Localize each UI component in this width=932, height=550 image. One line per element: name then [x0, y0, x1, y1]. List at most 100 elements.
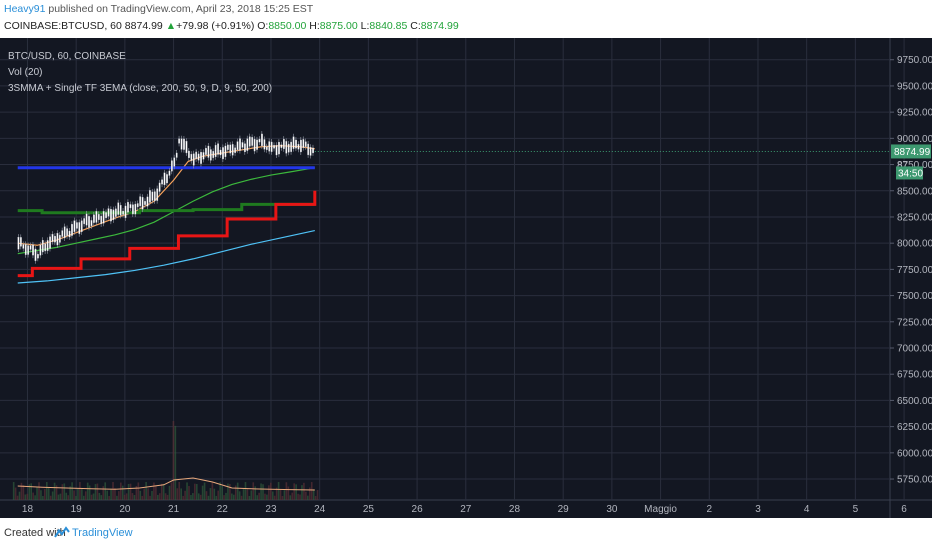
candle-body [114, 208, 117, 217]
candle-body [300, 139, 302, 153]
candle-body [93, 214, 95, 223]
volume-bar [123, 494, 126, 500]
volume-bar [219, 482, 221, 500]
candle-body [248, 136, 251, 147]
candle-body [110, 209, 112, 222]
x-tick-label: 28 [509, 504, 521, 515]
candle-body [258, 138, 261, 143]
candle-body [63, 226, 66, 239]
volume-bar [155, 485, 157, 500]
volume-bar [32, 492, 34, 500]
candle-body [95, 211, 98, 223]
volume-bar [295, 484, 297, 500]
volume-bar [20, 482, 23, 500]
footer: Created with TradingView [0, 518, 932, 550]
y-tick-label: 9000.00 [897, 134, 932, 145]
volume-bar [168, 485, 171, 500]
volume-bar [92, 493, 95, 500]
candle-body [222, 147, 224, 160]
time-axis[interactable]: 18 19 20 21 22 23 24 25 26 27 28 29 30 Maggio 2 3 4 5 6 [22, 504, 907, 515]
volume-bar [166, 494, 169, 500]
volume-bar [279, 489, 282, 500]
chart-area[interactable]: 9750.00 9500.00 9250.00 9000.00 8750.00 8500.… [0, 38, 932, 518]
volume-bar [310, 482, 313, 500]
volume-bar [314, 495, 317, 500]
y-tick-label: 7750.00 [897, 265, 932, 276]
candle-body [229, 144, 232, 154]
candle-body [304, 141, 307, 147]
candle-body [124, 205, 127, 218]
candle-body [302, 139, 305, 148]
volume-bar [131, 493, 134, 500]
volume-bar [201, 485, 204, 500]
y-tick-label: 6750.00 [897, 370, 932, 381]
volume-bar [262, 484, 264, 500]
volume-bar [291, 492, 294, 500]
tradingview-logo-icon[interactable] [54, 526, 70, 545]
volume-bar [293, 483, 295, 500]
volume-bar [16, 495, 19, 500]
candle-body [256, 139, 258, 150]
candle-body [66, 228, 68, 237]
volume-bar [287, 486, 290, 500]
volume-bar [65, 492, 68, 500]
legend-volume: Vol (20) [8, 67, 42, 78]
volume-bar [213, 488, 216, 500]
symbol-label: COINBASE:BTCUSD, 60 [4, 20, 122, 32]
x-tick-label: 5 [853, 504, 859, 515]
candle-body [309, 147, 312, 156]
candle-body [205, 148, 207, 155]
x-tick-label: Maggio [644, 504, 677, 515]
volume-bar [141, 495, 144, 500]
candle-body [219, 149, 222, 156]
legend-symbol: BTC/USD, 60, COINBASE [8, 51, 126, 62]
candle-body [163, 172, 166, 186]
volume-bar [151, 490, 153, 500]
candle-body [153, 191, 156, 202]
candle-body [122, 210, 124, 215]
volume-pane [12, 420, 319, 500]
volume-bar [118, 491, 120, 500]
candle-body [312, 147, 314, 154]
tradingview-brand[interactable]: TradingView [72, 527, 133, 539]
candle-body [80, 220, 83, 233]
volume-bar [149, 495, 151, 500]
candle-body [151, 191, 154, 201]
volume-bar [186, 482, 188, 500]
author-link[interactable]: Heavy91 [4, 3, 46, 15]
volume-bar [297, 493, 299, 500]
candle-body [278, 141, 280, 155]
publish-info: Heavy91 published on TradingView.com, Ap… [4, 2, 313, 16]
volume-bar [44, 489, 46, 500]
volume-bar [125, 493, 128, 500]
volume-bar [188, 486, 190, 500]
price-chart[interactable]: 9750.00 9500.00 9250.00 9000.00 8750.00 8500.… [0, 38, 932, 518]
y-tick-label: 8000.00 [897, 239, 932, 250]
volume-bar [270, 482, 272, 500]
candle-body [22, 244, 25, 249]
candle-body [209, 149, 212, 161]
candle-body [68, 230, 71, 238]
change-arrow-icon: ▲ [165, 20, 177, 32]
candle-body [261, 133, 263, 147]
chart-header: Heavy91 published on TradingView.com, Ap… [0, 0, 932, 38]
open-value: 8850.00 [268, 20, 307, 32]
last-price-tag [891, 144, 931, 159]
volume-bar [271, 491, 274, 500]
volume-bar [248, 495, 251, 500]
volume-bar [45, 482, 48, 500]
y-tick-label: 8500.00 [897, 186, 932, 197]
volume-bar [90, 494, 93, 500]
candle-body [297, 144, 300, 150]
candle-body [49, 236, 51, 249]
x-tick-label: 21 [168, 504, 180, 515]
candle-body [127, 202, 129, 213]
volume-bar [61, 484, 64, 500]
price-axis[interactable]: 9750.00 9500.00 9250.00 9000.00 8750.00 8500.… [890, 55, 932, 486]
volume-bar [260, 483, 262, 500]
candle-body [149, 190, 151, 203]
open-label: O: [257, 20, 269, 32]
volume-bar [316, 490, 319, 500]
volume-bar [203, 482, 206, 500]
x-tick-label: 26 [412, 504, 424, 515]
